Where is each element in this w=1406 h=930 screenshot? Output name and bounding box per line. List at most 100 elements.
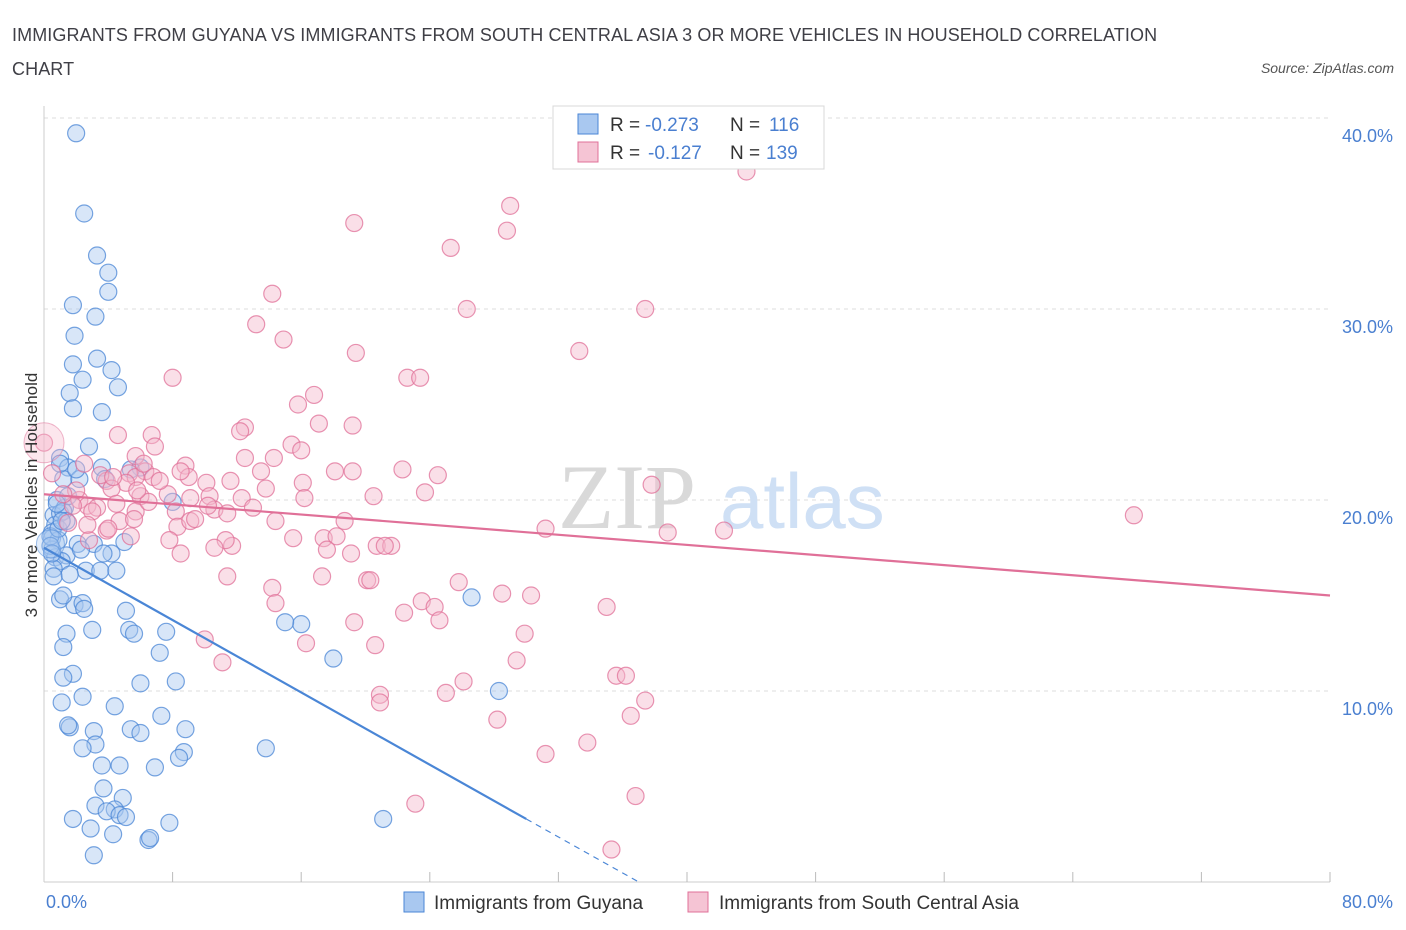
guyana-trend-extension xyxy=(525,818,640,883)
south-central-asia-point xyxy=(536,744,555,764)
guyana-point xyxy=(108,378,128,397)
guyana-point xyxy=(60,565,79,584)
guyana-point xyxy=(157,622,176,641)
watermark-atlas: atlas xyxy=(720,457,885,545)
guyana-point xyxy=(87,349,107,368)
south-central-asia-point xyxy=(23,422,65,464)
south-central-asia-point xyxy=(312,567,332,586)
y-tick-label: 10.0% xyxy=(1342,699,1393,719)
south-central-asia-point xyxy=(205,538,224,557)
guyana-point xyxy=(54,469,73,489)
south-central-asia-point xyxy=(425,597,444,617)
south-central-asia-point xyxy=(195,630,214,649)
south-central-asia-point xyxy=(292,441,311,460)
south-central-asia-point xyxy=(382,536,401,555)
guyana-point xyxy=(57,624,76,643)
guyana-point xyxy=(124,624,144,643)
legend-n-value-1: 116 xyxy=(769,115,799,136)
legend-r-value-1: -0.273 xyxy=(645,115,699,136)
guyana-point xyxy=(68,534,87,554)
south-central-asia-point xyxy=(59,513,78,533)
guyana-point xyxy=(59,716,78,735)
south-central-asia-point xyxy=(266,594,285,613)
south-central-asia-point xyxy=(343,462,362,481)
guyana-point xyxy=(110,756,129,775)
south-central-asia-point xyxy=(411,368,430,387)
south-central-asia-point xyxy=(296,634,316,653)
south-central-asia-point xyxy=(264,448,283,468)
south-central-asia-point xyxy=(343,416,362,435)
south-central-asia-point xyxy=(636,691,655,710)
south-central-asia-point xyxy=(158,485,177,504)
south-central-asia-point xyxy=(181,488,200,508)
south-central-asia-point xyxy=(266,511,285,531)
watermark: ZIP atlas xyxy=(558,446,885,548)
guyana-point xyxy=(54,637,73,657)
south-central-asia-point xyxy=(263,284,282,303)
guyana-point xyxy=(79,437,99,456)
south-central-asia-point xyxy=(171,544,190,563)
south-central-asia-point xyxy=(34,433,54,452)
south-central-asia-point xyxy=(274,330,293,349)
south-central-asia-point xyxy=(570,341,589,361)
guyana-point xyxy=(99,263,118,282)
guyana-point xyxy=(121,720,140,739)
south-central-asia-point xyxy=(75,454,94,473)
guyana-point xyxy=(99,282,118,301)
south-central-asia-point xyxy=(295,488,314,508)
south-central-asia-point xyxy=(345,613,364,632)
legend-r-label-2: R = xyxy=(610,143,640,164)
guyana-point xyxy=(116,807,136,827)
south-central-asia-point xyxy=(714,521,734,540)
south-central-asia-point xyxy=(325,462,345,481)
guyana-point xyxy=(44,567,63,586)
guyana-point xyxy=(152,706,171,725)
south-central-asia-point xyxy=(366,636,385,655)
guyana-point xyxy=(150,643,169,662)
south-central-asia-point xyxy=(361,571,380,590)
guyana-point xyxy=(86,307,105,326)
south-central-asia-point xyxy=(616,666,636,685)
guyana-point xyxy=(140,828,160,848)
guyana-point xyxy=(116,601,136,620)
south-central-asia-point xyxy=(78,515,97,534)
south-central-asia-point xyxy=(213,653,232,672)
south-central-asia-point xyxy=(231,422,250,441)
guyana-point xyxy=(84,846,103,865)
south-central-asia-point xyxy=(317,540,337,559)
guyana-point xyxy=(174,743,193,762)
south-central-asia-point xyxy=(394,603,414,622)
guyana-point xyxy=(63,355,83,374)
guyana-point xyxy=(160,813,179,832)
legend-swatch-pink xyxy=(577,141,599,163)
south-central-asia-point xyxy=(104,467,123,487)
guyana-point xyxy=(54,668,73,687)
south-central-asia-point xyxy=(197,473,216,492)
south-central-asia-point xyxy=(243,498,263,517)
guyana-point xyxy=(63,296,83,315)
south-central-asia-point xyxy=(642,475,661,494)
guyana-point xyxy=(462,588,481,607)
guyana-point xyxy=(63,664,83,683)
guyana-point xyxy=(35,529,65,559)
south-central-asia-point xyxy=(288,395,308,414)
south-central-asia-point xyxy=(176,456,195,475)
south-central-asia-point xyxy=(108,425,128,445)
guyana-point xyxy=(292,615,311,634)
south-central-asia-point xyxy=(251,462,271,481)
south-central-asia-point xyxy=(218,567,237,586)
south-central-asia-point xyxy=(134,454,153,473)
y-tick-label: 30.0% xyxy=(1342,317,1393,337)
south-central-asia-point xyxy=(398,368,417,387)
guyana-point xyxy=(86,796,105,815)
south-central-asia-point xyxy=(493,584,512,603)
watermark-zip: ZIP xyxy=(558,446,696,548)
south-central-asia-point xyxy=(441,238,460,257)
south-central-asia-point xyxy=(107,494,126,513)
south-central-asia-point xyxy=(658,523,677,542)
south-central-asia-point xyxy=(200,487,219,506)
guyana-point xyxy=(131,723,150,743)
south-central-asia-point xyxy=(124,509,144,529)
guyana-point xyxy=(73,739,92,758)
